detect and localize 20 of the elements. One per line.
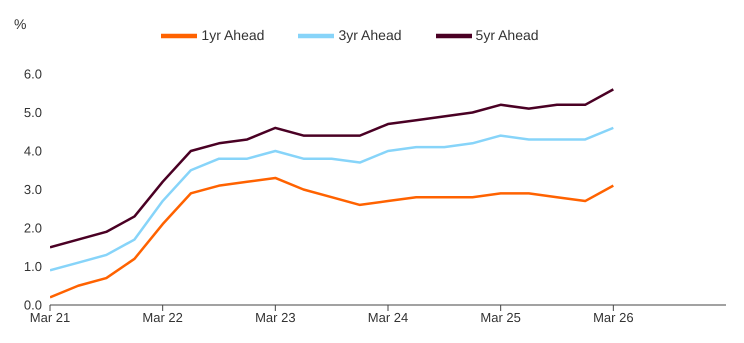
y-tick-label: 6.0	[24, 66, 42, 82]
y-tick-label: 0.0	[24, 298, 42, 313]
y-tick-label: 2.0	[24, 220, 42, 236]
x-tick-label: Mar 24	[368, 310, 408, 326]
legend-label: 1yr Ahead	[201, 26, 264, 43]
x-tick-label: Mar 23	[255, 310, 296, 326]
y-axis-title: %	[14, 16, 26, 32]
legend-label: 5yr Ahead	[476, 26, 539, 43]
x-tick-label: Mar 22	[142, 310, 183, 326]
line-series	[50, 176, 615, 299]
y-tick-label: 5.0	[24, 105, 42, 120]
line-series	[50, 126, 615, 272]
y-tick-label: 1.0	[24, 259, 42, 274]
x-tick-label: Mar 26	[593, 310, 634, 326]
x-tick-label: Mar 25	[480, 310, 521, 326]
y-tick-label: 4.0	[24, 144, 42, 159]
x-tick-label: Mar 21	[30, 310, 70, 326]
line-series	[50, 88, 615, 248]
y-tick-label: 3.0	[24, 182, 42, 198]
legend-label: 3yr Ahead	[338, 26, 402, 43]
